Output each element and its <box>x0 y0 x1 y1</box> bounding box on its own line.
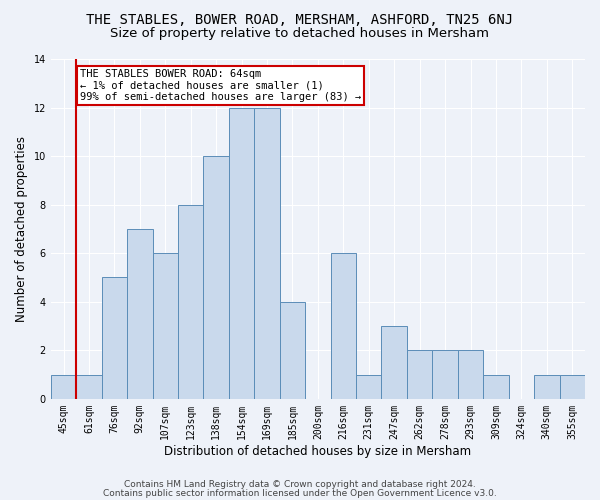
Bar <box>127 229 152 399</box>
Bar <box>382 326 407 399</box>
Text: Size of property relative to detached houses in Mersham: Size of property relative to detached ho… <box>110 28 490 40</box>
Bar <box>534 374 560 399</box>
Bar <box>560 374 585 399</box>
Bar <box>356 374 382 399</box>
X-axis label: Distribution of detached houses by size in Mersham: Distribution of detached houses by size … <box>164 444 472 458</box>
Bar <box>407 350 433 399</box>
Bar <box>101 278 127 399</box>
Bar <box>433 350 458 399</box>
Y-axis label: Number of detached properties: Number of detached properties <box>15 136 28 322</box>
Bar <box>51 374 76 399</box>
Bar <box>76 374 101 399</box>
Text: Contains public sector information licensed under the Open Government Licence v3: Contains public sector information licen… <box>103 488 497 498</box>
Bar <box>203 156 229 399</box>
Bar <box>458 350 483 399</box>
Bar <box>152 253 178 399</box>
Text: Contains HM Land Registry data © Crown copyright and database right 2024.: Contains HM Land Registry data © Crown c… <box>124 480 476 489</box>
Bar <box>280 302 305 399</box>
Bar <box>229 108 254 399</box>
Text: THE STABLES, BOWER ROAD, MERSHAM, ASHFORD, TN25 6NJ: THE STABLES, BOWER ROAD, MERSHAM, ASHFOR… <box>86 12 514 26</box>
Bar <box>178 204 203 399</box>
Bar <box>483 374 509 399</box>
Text: THE STABLES BOWER ROAD: 64sqm
← 1% of detached houses are smaller (1)
99% of sem: THE STABLES BOWER ROAD: 64sqm ← 1% of de… <box>80 68 361 102</box>
Bar <box>331 253 356 399</box>
Bar <box>254 108 280 399</box>
